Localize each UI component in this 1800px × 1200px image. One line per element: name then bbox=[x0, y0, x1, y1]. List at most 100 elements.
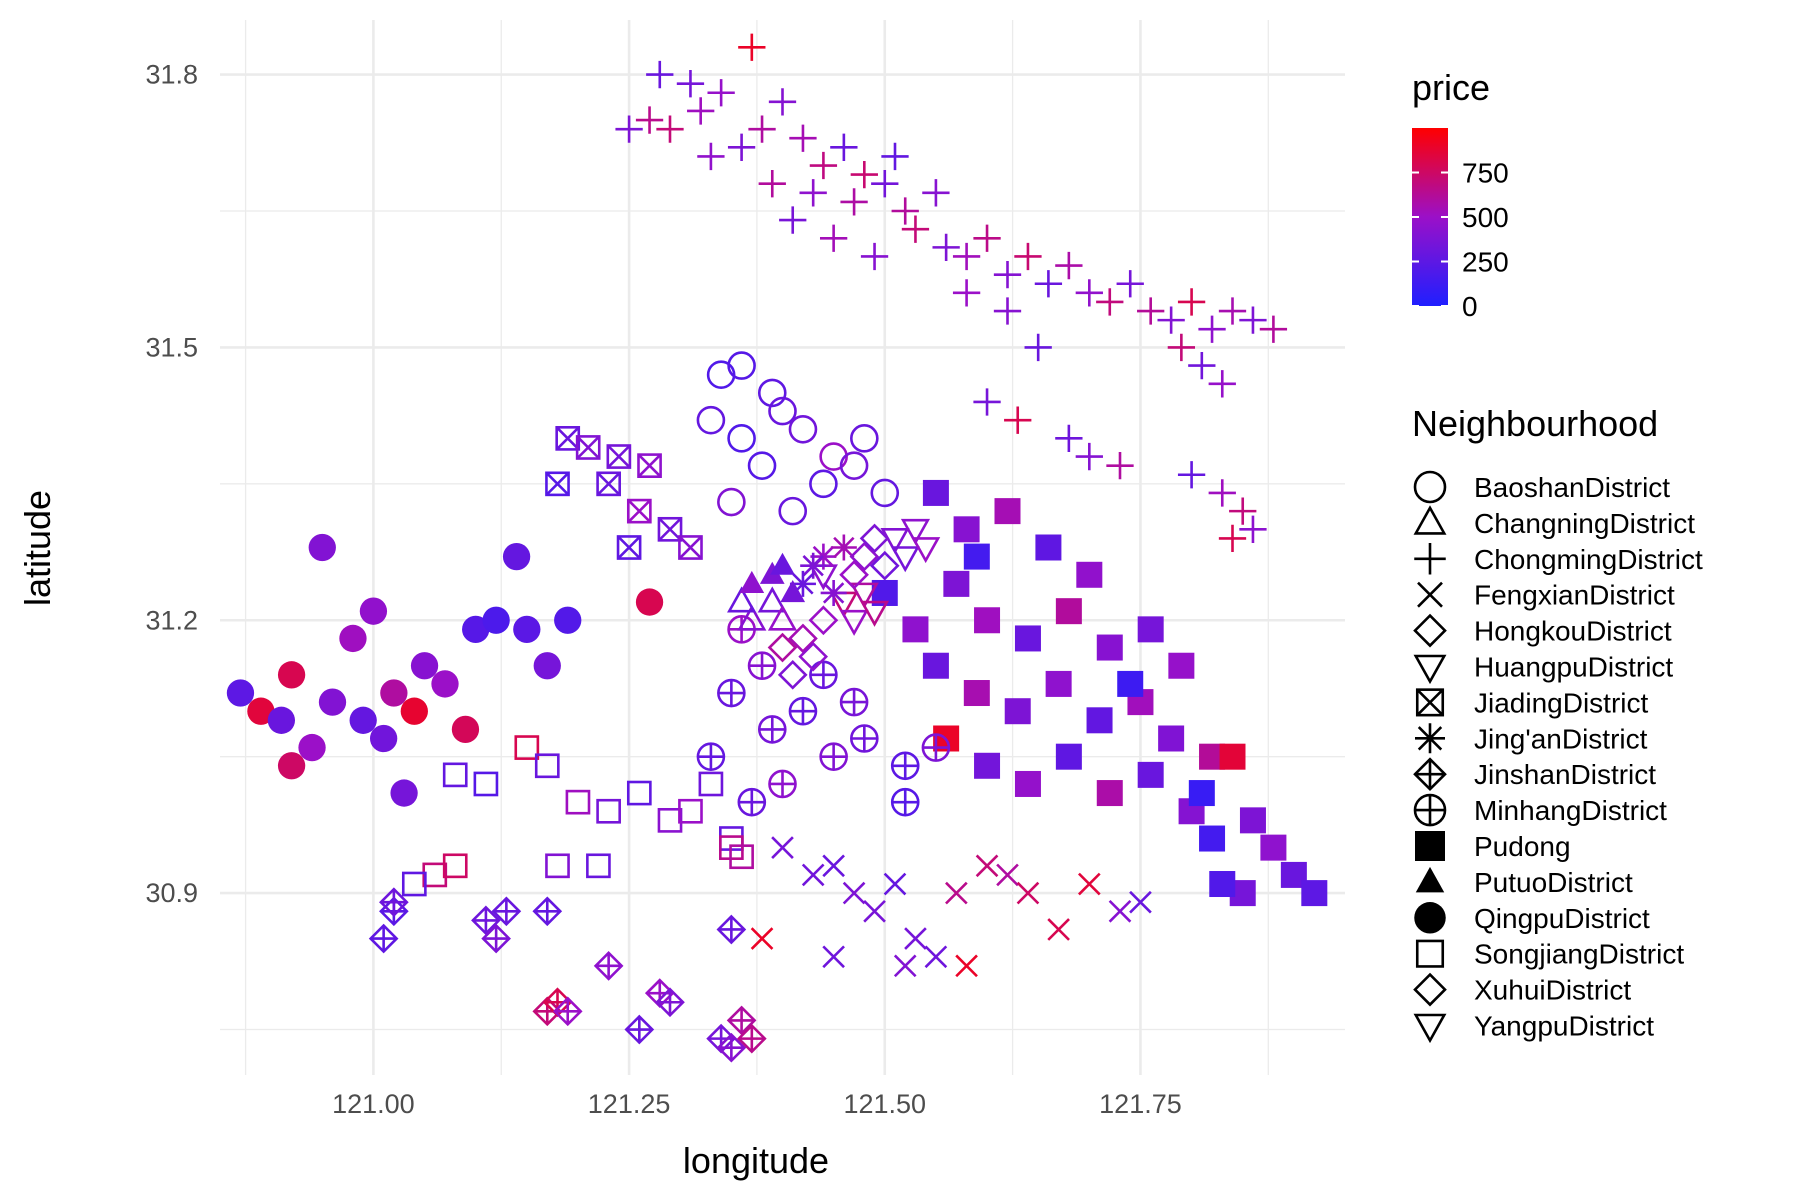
data-point-chongmingdistrict bbox=[1177, 461, 1206, 489]
data-point-chongmingdistrict bbox=[779, 206, 807, 234]
data-point-jiadingdistrict bbox=[545, 471, 570, 497]
data-point-chongmingdistrict bbox=[1014, 242, 1042, 271]
data-point-chongmingdistrict bbox=[656, 115, 684, 143]
data-point-chongmingdistrict bbox=[871, 170, 899, 198]
y-tick-label: 31.2 bbox=[145, 605, 198, 635]
data-point-baoshandistrict bbox=[747, 451, 777, 480]
legend-entry-label: HongkouDistrict bbox=[1474, 616, 1672, 647]
legend-entry: SongjiangDistrict bbox=[1415, 939, 1684, 970]
legend-entry: JinshanDistrict bbox=[1413, 757, 1656, 792]
data-point-fengxiandistrict bbox=[1016, 881, 1040, 905]
data-point-minhangdistrict bbox=[717, 678, 746, 708]
data-point-qingpudistrict bbox=[277, 752, 306, 780]
legend-entry: HuangpuDistrict bbox=[1413, 652, 1673, 685]
data-point-pudong bbox=[1014, 625, 1041, 652]
data-point-pudong bbox=[1239, 807, 1266, 834]
data-point-qingpudistrict bbox=[462, 615, 490, 644]
data-point-baoshandistrict bbox=[819, 442, 848, 471]
data-point-putuodistrict bbox=[780, 579, 806, 603]
data-point-pudong bbox=[963, 543, 990, 570]
data-point-qingpudistrict bbox=[349, 706, 377, 734]
data-point-fengxiandistrict bbox=[904, 927, 927, 950]
data-point-fengxiandistrict bbox=[945, 881, 968, 905]
data-point-pudong bbox=[902, 616, 929, 643]
data-point-chongmingdistrict bbox=[1024, 333, 1052, 362]
legend-key-icon bbox=[1413, 1013, 1447, 1044]
data-point-fengxiandistrict bbox=[1047, 918, 1070, 941]
legend-entry-label: QingpuDistrict bbox=[1474, 903, 1650, 934]
data-point-songjiangdistrict bbox=[442, 853, 468, 879]
data-point-yangpudistrict bbox=[911, 537, 941, 564]
data-point-xuhuidistrict bbox=[798, 641, 829, 672]
data-point-changningdistrict bbox=[737, 604, 767, 631]
data-point-yangpudistrict bbox=[890, 546, 920, 573]
data-point-huangpudistrict bbox=[849, 582, 879, 609]
data-point-pudong bbox=[1096, 780, 1123, 807]
data-point-fengxiandistrict bbox=[822, 945, 845, 969]
data-point-baoshandistrict bbox=[727, 424, 756, 453]
data-point-pudong bbox=[953, 516, 980, 543]
data-point-chongmingdistrict bbox=[993, 297, 1022, 325]
data-point-baoshandistrict bbox=[727, 351, 756, 380]
data-point-chongmingdistrict bbox=[1075, 279, 1103, 307]
data-point-chongmingdistrict bbox=[1177, 288, 1206, 316]
data-point-songjiangdistrict bbox=[729, 844, 754, 870]
data-point-jinshandistrict bbox=[471, 905, 501, 936]
data-point-jinshandistrict bbox=[716, 1032, 747, 1063]
legend-entry-label: Pudong bbox=[1474, 831, 1571, 862]
data-point-pudong bbox=[1137, 616, 1164, 643]
legend-key-icon bbox=[1415, 723, 1445, 754]
data-point-fengxiandistrict bbox=[975, 854, 999, 878]
legend-entry: Pudong bbox=[1415, 831, 1571, 862]
data-point-baoshandistrict bbox=[757, 378, 787, 408]
legend-entry-label: JiadingDistrict bbox=[1474, 687, 1648, 718]
legend-entry-label: FengxianDistrict bbox=[1474, 580, 1675, 611]
data-point-jinshandistrict bbox=[624, 1014, 655, 1045]
legend-entry: ChongmingDistrict bbox=[1414, 543, 1703, 575]
legend-key-icon bbox=[1413, 757, 1447, 792]
data-point-songjiangdistrict bbox=[678, 798, 703, 824]
legend-entry: HongkouDistrict bbox=[1413, 613, 1672, 648]
data-point-minhangdistrict bbox=[696, 742, 726, 771]
data-point-jing-andistrict bbox=[820, 579, 847, 606]
data-point-xuhuidistrict bbox=[777, 659, 808, 690]
data-point-qingpudistrict bbox=[482, 606, 510, 634]
data-point-pudong bbox=[1219, 743, 1246, 770]
data-point-fengxiandistrict bbox=[883, 872, 907, 896]
data-point-fengxiandistrict bbox=[1108, 899, 1132, 923]
y-tick-label: 31.5 bbox=[145, 332, 198, 362]
data-point-baoshandistrict bbox=[788, 414, 818, 444]
data-point-pudong bbox=[974, 607, 1001, 634]
data-point-chongmingdistrict bbox=[1229, 497, 1257, 525]
data-point-chongmingdistrict bbox=[615, 115, 643, 143]
data-point-chongmingdistrict bbox=[830, 133, 858, 161]
data-point-chongmingdistrict bbox=[768, 88, 797, 116]
data-point-pudong bbox=[1168, 652, 1195, 679]
legend-entry: QingpuDistrict bbox=[1414, 902, 1650, 934]
data-point-songjiangdistrict bbox=[565, 789, 591, 815]
legend-entry-label: XuhuiDistrict bbox=[1474, 975, 1631, 1006]
price-legend: price 750 500 250 0 bbox=[1412, 67, 1509, 322]
legend-entry-label: ChangningDistrict bbox=[1474, 508, 1695, 539]
data-point-chongmingdistrict bbox=[819, 224, 848, 252]
data-point-baoshandistrict bbox=[850, 424, 879, 453]
data-point-fengxiandistrict bbox=[996, 863, 1019, 887]
y-axis-ticks: 30.9 31.2 31.5 31.8 bbox=[145, 60, 198, 909]
data-point-xuhuidistrict bbox=[767, 632, 798, 663]
data-point-jiadingdistrict bbox=[678, 535, 703, 560]
data-point-jinshandistrict bbox=[481, 923, 511, 954]
data-point-jinshandistrict bbox=[593, 951, 624, 981]
y-tick-label: 31.8 bbox=[145, 60, 198, 90]
data-point-jiadingdistrict bbox=[657, 516, 683, 542]
data-point-chongmingdistrict bbox=[1004, 406, 1032, 434]
data-point-chongmingdistrict bbox=[993, 261, 1022, 289]
data-point-pudong bbox=[922, 479, 949, 506]
data-point-jiadingdistrict bbox=[637, 453, 662, 478]
data-point-qingpudistrict bbox=[451, 715, 480, 744]
data-point-hongkoudistrict bbox=[859, 523, 890, 554]
data-point-chongmingdistrict bbox=[932, 233, 960, 262]
legend-entry-label: SongjiangDistrict bbox=[1474, 939, 1684, 970]
legend-key-icon bbox=[1413, 972, 1447, 1007]
legend-entry-label: PutuoDistrict bbox=[1474, 867, 1633, 898]
